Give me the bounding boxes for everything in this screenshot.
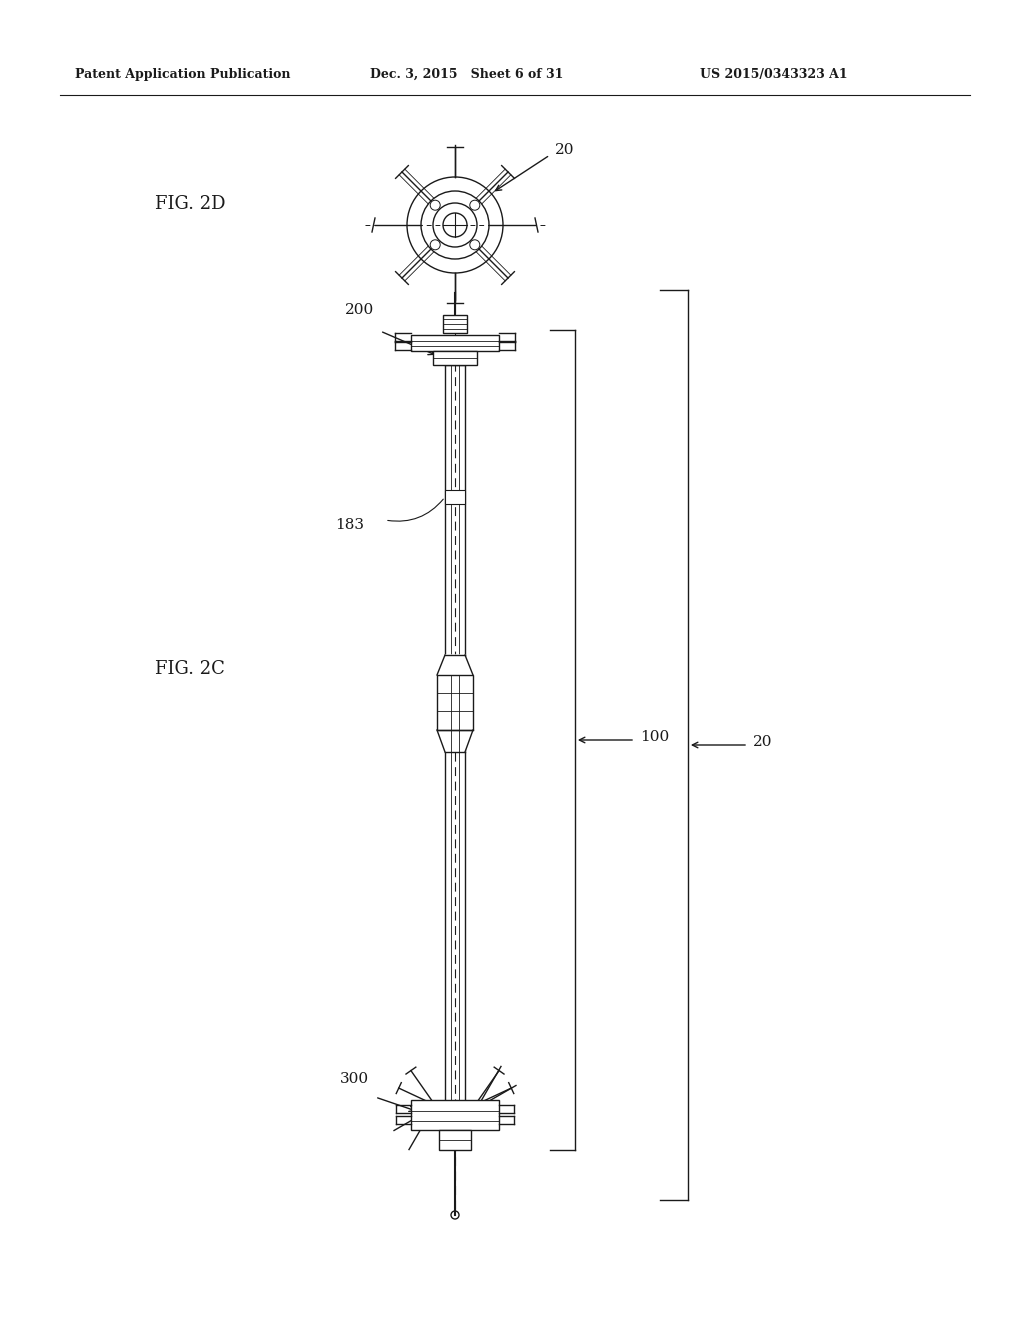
Text: 300: 300 (340, 1072, 369, 1086)
Text: Patent Application Publication: Patent Application Publication (75, 69, 291, 81)
Text: 183: 183 (335, 517, 364, 532)
Bar (437, 675, 473, 730)
Bar (433, 351, 477, 366)
Text: 20: 20 (555, 143, 574, 157)
Bar (443, 315, 467, 333)
Bar (411, 1100, 499, 1130)
Text: 20: 20 (753, 735, 772, 748)
Bar (445, 490, 465, 504)
Text: 100: 100 (640, 730, 670, 744)
Polygon shape (437, 730, 473, 752)
Text: US 2015/0343323 A1: US 2015/0343323 A1 (700, 69, 848, 81)
Text: 200: 200 (345, 304, 374, 317)
Polygon shape (437, 655, 473, 675)
Text: FIG. 2D: FIG. 2D (155, 195, 225, 213)
Bar (439, 1130, 471, 1150)
Bar (411, 335, 499, 351)
Text: Dec. 3, 2015   Sheet 6 of 31: Dec. 3, 2015 Sheet 6 of 31 (370, 69, 563, 81)
Text: FIG. 2C: FIG. 2C (155, 660, 225, 678)
